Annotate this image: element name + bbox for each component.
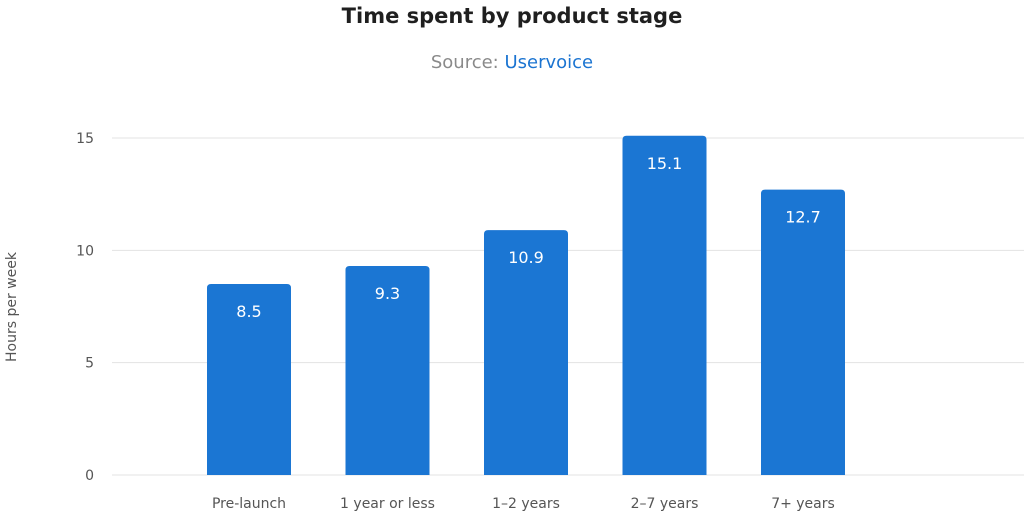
bar-value-label: 8.5: [236, 302, 261, 321]
x-category-label: 1 year or less: [340, 496, 435, 512]
x-category-label: 1–2 years: [492, 496, 560, 512]
bar[interactable]: [761, 189, 845, 475]
y-axis-title: Hours per week: [4, 251, 20, 362]
bar-value-label: 15.1: [647, 154, 683, 173]
y-tick-label: 0: [85, 468, 94, 484]
y-axis-ticks: 0 5 10 15: [76, 131, 94, 484]
bar-value-label: 10.9: [508, 248, 544, 267]
x-category-label: Pre-launch: [212, 496, 286, 512]
x-axis-labels: Pre-launch 1 year or less 1–2 years 2–7 yea…: [212, 496, 835, 512]
chart-title: Time spent by product stage: [341, 4, 683, 28]
bar-value-label: 12.7: [785, 208, 821, 227]
y-tick-label: 10: [76, 243, 94, 259]
bar[interactable]: [345, 266, 430, 475]
bar-value-label: 9.3: [375, 284, 400, 303]
bar[interactable]: [207, 284, 291, 475]
subtitle-prefix: Source:: [430, 52, 499, 73]
bar[interactable]: [622, 135, 707, 475]
x-category-label: 7+ years: [771, 496, 835, 512]
bars: [207, 135, 845, 475]
bar[interactable]: [484, 230, 568, 475]
chart-subtitle: Source: Uservoice: [0, 52, 1024, 73]
y-tick-label: 15: [76, 131, 94, 147]
x-category-label: 2–7 years: [631, 496, 699, 512]
y-tick-label: 5: [85, 356, 94, 372]
source-link[interactable]: Uservoice: [504, 52, 594, 73]
value-labels: 8.5 9.3 10.9 15.1 12.7: [236, 154, 821, 321]
